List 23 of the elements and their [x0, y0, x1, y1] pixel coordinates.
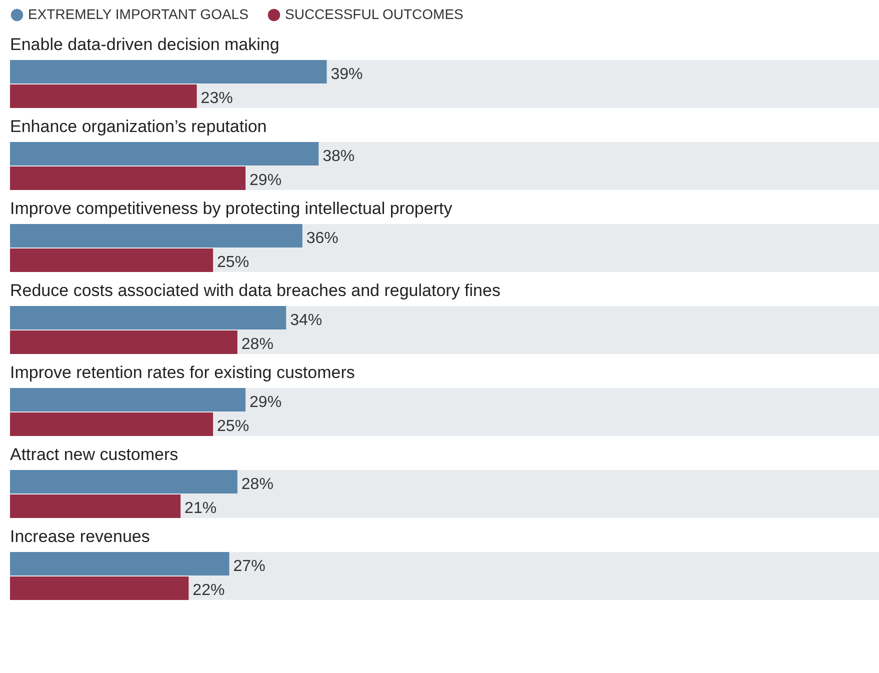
y-tick-label: Improve competitiveness by protecting intellectual property — [10, 199, 453, 218]
y-tick-label: Enable data-driven decision making — [10, 35, 280, 54]
legend-label: EXTREMELY IMPORTANT GOALS — [28, 6, 248, 22]
data-label: 28% — [241, 476, 274, 493]
data-label: 25% — [217, 418, 250, 436]
data-label: 27% — [233, 558, 266, 575]
y-tick-label: Reduce costs associated with data breaches and regulatory fines — [10, 281, 500, 300]
y-tick-label: Improve retention rates for existing customers — [10, 363, 355, 382]
data-label: 23% — [200, 90, 233, 108]
data-label: 22% — [192, 582, 225, 600]
data-label: 29% — [250, 172, 282, 190]
data-label: 39% — [330, 66, 363, 83]
data-label: 25% — [217, 254, 250, 272]
data-label: 38% — [322, 148, 355, 165]
y-tick-label: Increase revenues — [10, 527, 150, 546]
data-label: 34% — [290, 312, 322, 329]
data-label: 28% — [241, 336, 274, 354]
y-tick-label: Attract new customers — [10, 445, 178, 464]
y-tick-label: Enhance organization’s reputation — [10, 117, 267, 136]
data-label: 29% — [250, 394, 282, 411]
legend-label: SUCCESSFUL OUTCOMES — [285, 6, 464, 22]
data-label: 21% — [184, 500, 217, 518]
data-label: 36% — [306, 230, 338, 247]
